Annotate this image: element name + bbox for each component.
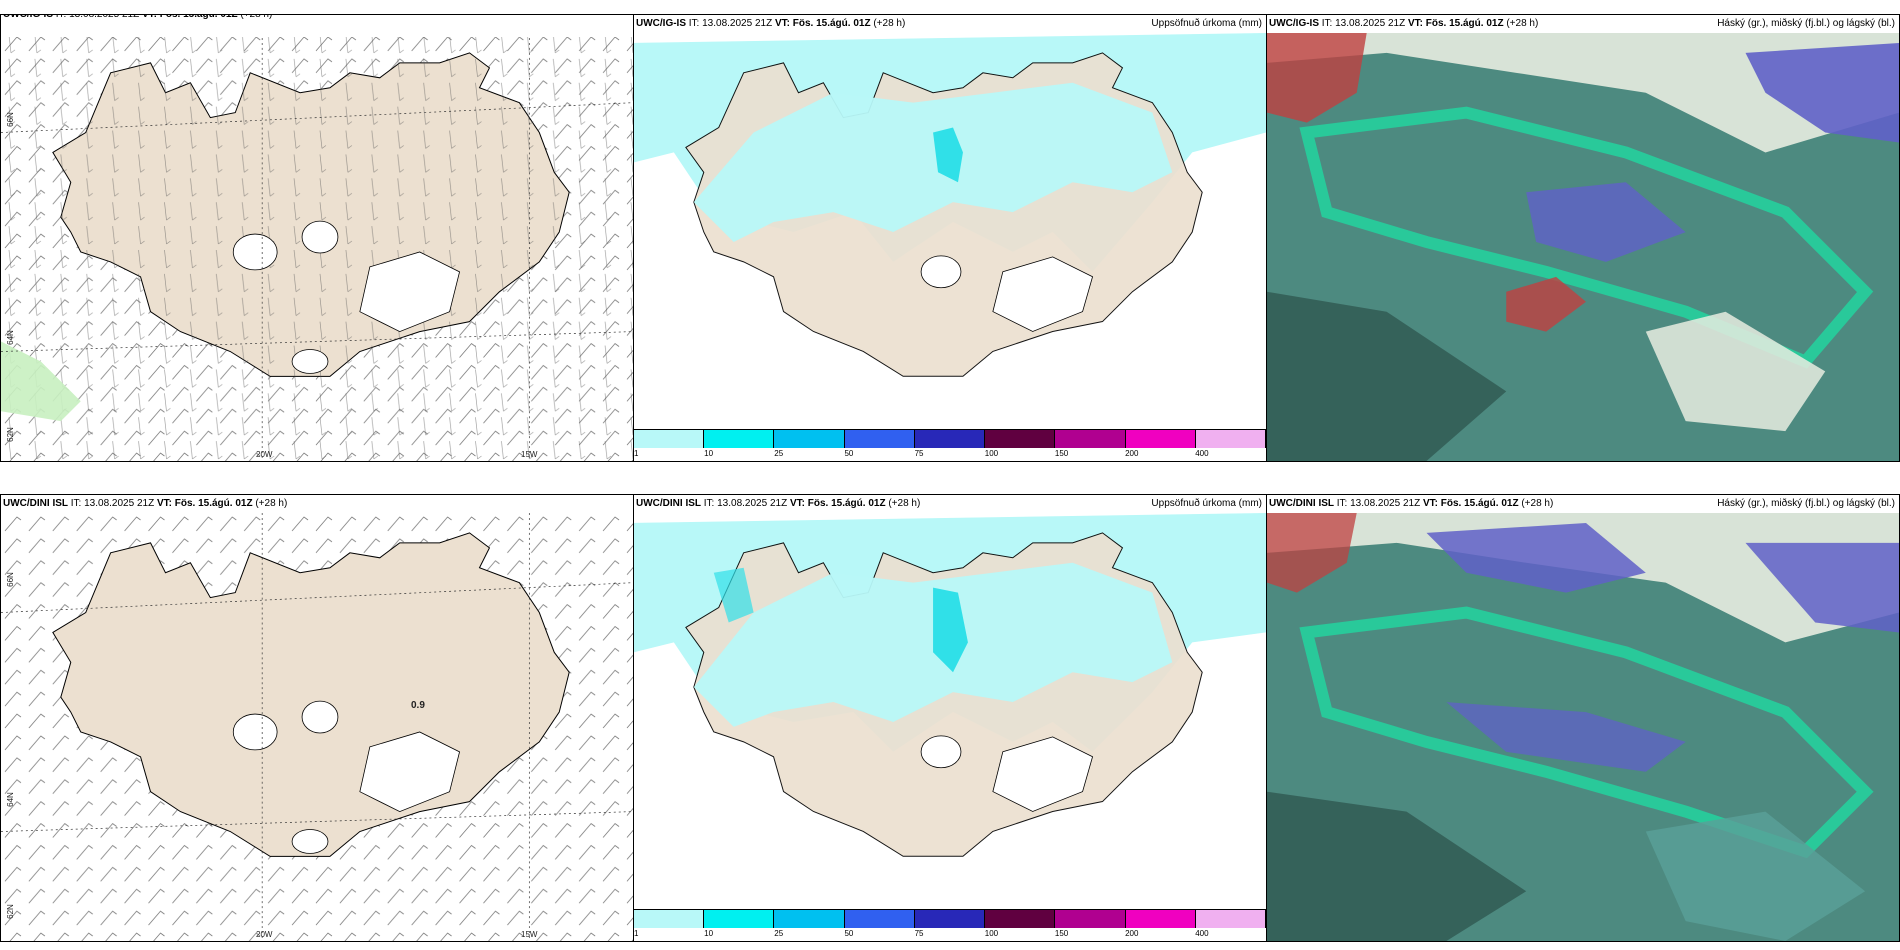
cb-tick: 1 (634, 449, 639, 458)
colorbar-swatches (634, 909, 1266, 928)
cb-tick: 50 (844, 929, 854, 938)
wind-panel-top: UWC/IG-IS IT: 13.08.2025 21Z VT: Fös. 15… (0, 14, 634, 462)
cb-tick: 100 (984, 449, 999, 458)
model-name: UWC/DINI ISL (1269, 498, 1334, 509)
precip-panel-top: UWC/IG-IS IT: 13.08.2025 21Z VT: Fös. 15… (633, 14, 1267, 462)
cloud-title: Háský (gr.), miðský (fj.bl.) og lágský (… (1717, 498, 1895, 509)
lead-time: (+28 h) (240, 14, 273, 20)
model-name: UWC/DINI ISL (636, 498, 701, 509)
precip-map-top (634, 33, 1266, 429)
lead-time: (+28 h) (873, 18, 906, 29)
lead-time: (+28 h) (1506, 18, 1539, 29)
lat-label-64n: 64N (5, 330, 15, 345)
lon-label-20w: 20W (256, 450, 273, 459)
valid-time: VT: Fös. 15.ágú. 01Z (789, 498, 886, 509)
cb-tick: 50 (844, 449, 854, 458)
cb-tick: 200 (1125, 929, 1139, 938)
cloud-panel-bottom: UWC/DINI ISL IT: 13.08.2025 21Z VT: Fös.… (1266, 494, 1900, 942)
lat-label-66n: 66N (5, 572, 15, 587)
precip-panel-bottom-title: UWC/DINI ISL IT: 13.08.2025 21Z VT: Fös.… (634, 495, 1266, 513)
lat-label-62n: 62N (5, 427, 15, 442)
init-time: IT: 13.08.2025 21Z (703, 498, 788, 509)
cb-tick: 10 (704, 929, 714, 938)
lat-label-62n: 62N (5, 904, 15, 919)
valid-time: VT: Fös. 15.ágú. 01Z (156, 498, 253, 509)
model-name: UWC/IG-IS (636, 18, 686, 29)
cb-tick: 75 (914, 929, 924, 938)
cloud-title: Háský (gr.), miðský (fj.bl.) og lágský (… (1717, 18, 1895, 29)
cloud-panel-top: UWC/IG-IS IT: 13.08.2025 21Z VT: Fös. 15… (1266, 14, 1900, 462)
precip-title: Uppsöfnuð úrkoma (mm) (1151, 498, 1262, 509)
cb-tick: 150 (1054, 929, 1069, 938)
lead-time: (+28 h) (1521, 498, 1554, 509)
wind-panel-bottom-title: UWC/DINI ISL IT: 13.08.2025 21Z VT: Fös.… (1, 495, 633, 513)
init-time: IT: 13.08.2025 21Z (688, 18, 773, 29)
cb-tick: 25 (774, 929, 784, 938)
precip-title: Uppsöfnuð úrkoma (mm) (1151, 18, 1262, 29)
wind-map-top (1, 33, 633, 461)
wind-map-bottom (1, 513, 633, 941)
precip-panel-bottom: UWC/DINI ISL IT: 13.08.2025 21Z VT: Fös.… (633, 494, 1267, 942)
colorbar-ticks: 1 10 25 50 75 100 150 200 400 (634, 929, 1266, 941)
valid-time: VT: Fös. 15.ágú. 01Z (774, 18, 871, 29)
wind-panel-top-title: UWC/IG-IS IT: 13.08.2025 21Z VT: Fös. 15… (1, 14, 633, 37)
cb-tick: 400 (1195, 929, 1209, 938)
cb-tick: 1 (634, 929, 639, 938)
lat-label-66n: 66N (5, 112, 15, 127)
lead-time: (+28 h) (888, 498, 921, 509)
lat-label-64n: 64N (5, 792, 15, 807)
init-time: IT: 13.08.2025 21Z (1336, 498, 1421, 509)
cb-tick: 150 (1054, 449, 1069, 458)
lon-label-15w: 15W (521, 450, 538, 459)
wind-panel-bottom: UWC/DINI ISL IT: 13.08.2025 21Z VT: Fös.… (0, 494, 634, 942)
colorbar-swatches (634, 429, 1266, 448)
lead-time: (+28 h) (255, 498, 288, 509)
lon-label-15w: 15W (521, 930, 538, 939)
valid-time: VT: Fös. 15.ágú. 01Z (1422, 498, 1519, 509)
precip-panel-top-title: UWC/IG-IS IT: 13.08.2025 21Z VT: Fös. 15… (634, 15, 1266, 33)
model-name: UWC/IG-IS (3, 14, 53, 20)
model-name: UWC/IG-IS (1269, 18, 1319, 29)
precip-map-bottom (634, 513, 1266, 909)
model-name: UWC/DINI ISL (3, 498, 68, 509)
init-time: IT: 13.08.2025 21Z (70, 498, 155, 509)
lon-label-20w: 20W (256, 930, 273, 939)
cb-tick: 400 (1195, 449, 1209, 458)
cb-tick: 25 (774, 449, 784, 458)
cb-tick: 75 (914, 449, 924, 458)
cloud-map-bottom (1267, 513, 1899, 941)
cb-tick: 200 (1125, 449, 1139, 458)
cb-tick: 100 (984, 929, 999, 938)
precip-colorbar-top: 1 10 25 50 75 100 150 200 400 (634, 429, 1266, 461)
init-time: IT: 13.08.2025 21Z (55, 14, 140, 20)
annotation-value: 0.9 (411, 700, 425, 711)
cb-tick: 10 (704, 449, 714, 458)
cloud-map-top (1267, 33, 1899, 461)
precip-colorbar-bottom: 1 10 25 50 75 100 150 200 400 (634, 909, 1266, 941)
valid-time: VT: Fös. 15.ágú. 01Z (1407, 18, 1504, 29)
cloud-panel-top-title: UWC/IG-IS IT: 13.08.2025 21Z VT: Fös. 15… (1267, 15, 1899, 33)
colorbar-ticks: 1 10 25 50 75 100 150 200 400 (634, 449, 1266, 461)
cloud-panel-bottom-title: UWC/DINI ISL IT: 13.08.2025 21Z VT: Fös.… (1267, 495, 1899, 513)
init-time: IT: 13.08.2025 21Z (1321, 18, 1406, 29)
valid-time: VT: Fös. 15.ágú. 01Z (141, 14, 238, 20)
